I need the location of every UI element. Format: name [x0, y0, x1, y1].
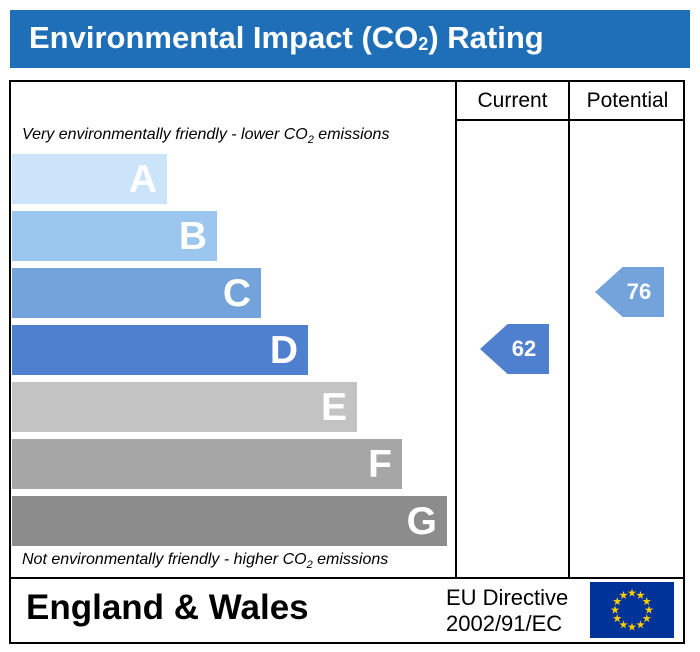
band-letter: C — [222, 272, 251, 315]
column-divider-potential — [568, 80, 570, 578]
band-g: G — [12, 496, 447, 546]
current-rating-value: 62 — [511, 336, 537, 361]
potential-rating-value: 76 — [626, 279, 652, 304]
region-label: England & Wales — [26, 588, 309, 627]
star-icon — [619, 590, 628, 599]
band-letter: A — [128, 158, 157, 201]
star-icon — [627, 588, 637, 597]
band-a: A — [12, 154, 167, 204]
band-f: F — [12, 439, 402, 489]
star-icon — [642, 597, 652, 606]
star-icon — [642, 614, 652, 623]
potential-rating-arrow: 76 — [595, 267, 664, 317]
potential-column-header: Potential — [586, 89, 669, 112]
directive-line-2: 2002/91/EC — [446, 611, 563, 636]
star-icon — [636, 620, 645, 629]
page-title: Environmental Impact (CO2) Rating — [29, 20, 544, 55]
star-icon — [627, 622, 637, 631]
band-b: B — [12, 211, 217, 261]
top-note: Very environmentally friendly - lower CO… — [22, 126, 390, 147]
eu-flag-icon — [590, 582, 674, 638]
band-letter: E — [320, 386, 347, 429]
star-icon — [612, 597, 622, 606]
current-rating-arrow: 62 — [480, 324, 549, 374]
header-divider — [455, 119, 685, 121]
directive-line-1: EU Directive — [446, 585, 569, 610]
star-icon — [612, 614, 622, 623]
title-bar: Environmental Impact (CO2) Rating — [10, 10, 690, 68]
band-letter: F — [368, 443, 392, 486]
band-c: C — [12, 268, 261, 318]
current-column-header: Current — [477, 89, 548, 112]
band-e: E — [12, 382, 357, 432]
band-letter: B — [178, 215, 207, 258]
star-icon — [610, 605, 620, 614]
bottom-note: Not environmentally friendly - higher CO… — [22, 551, 389, 572]
star-icon — [636, 590, 645, 599]
star-icon — [644, 605, 654, 614]
rating-frame — [9, 80, 685, 644]
band-letter: G — [406, 500, 437, 543]
star-icon — [619, 620, 628, 629]
band-d: D — [12, 325, 308, 375]
column-divider-current — [455, 80, 457, 578]
footer-divider — [9, 577, 685, 579]
band-letter: D — [269, 329, 298, 372]
